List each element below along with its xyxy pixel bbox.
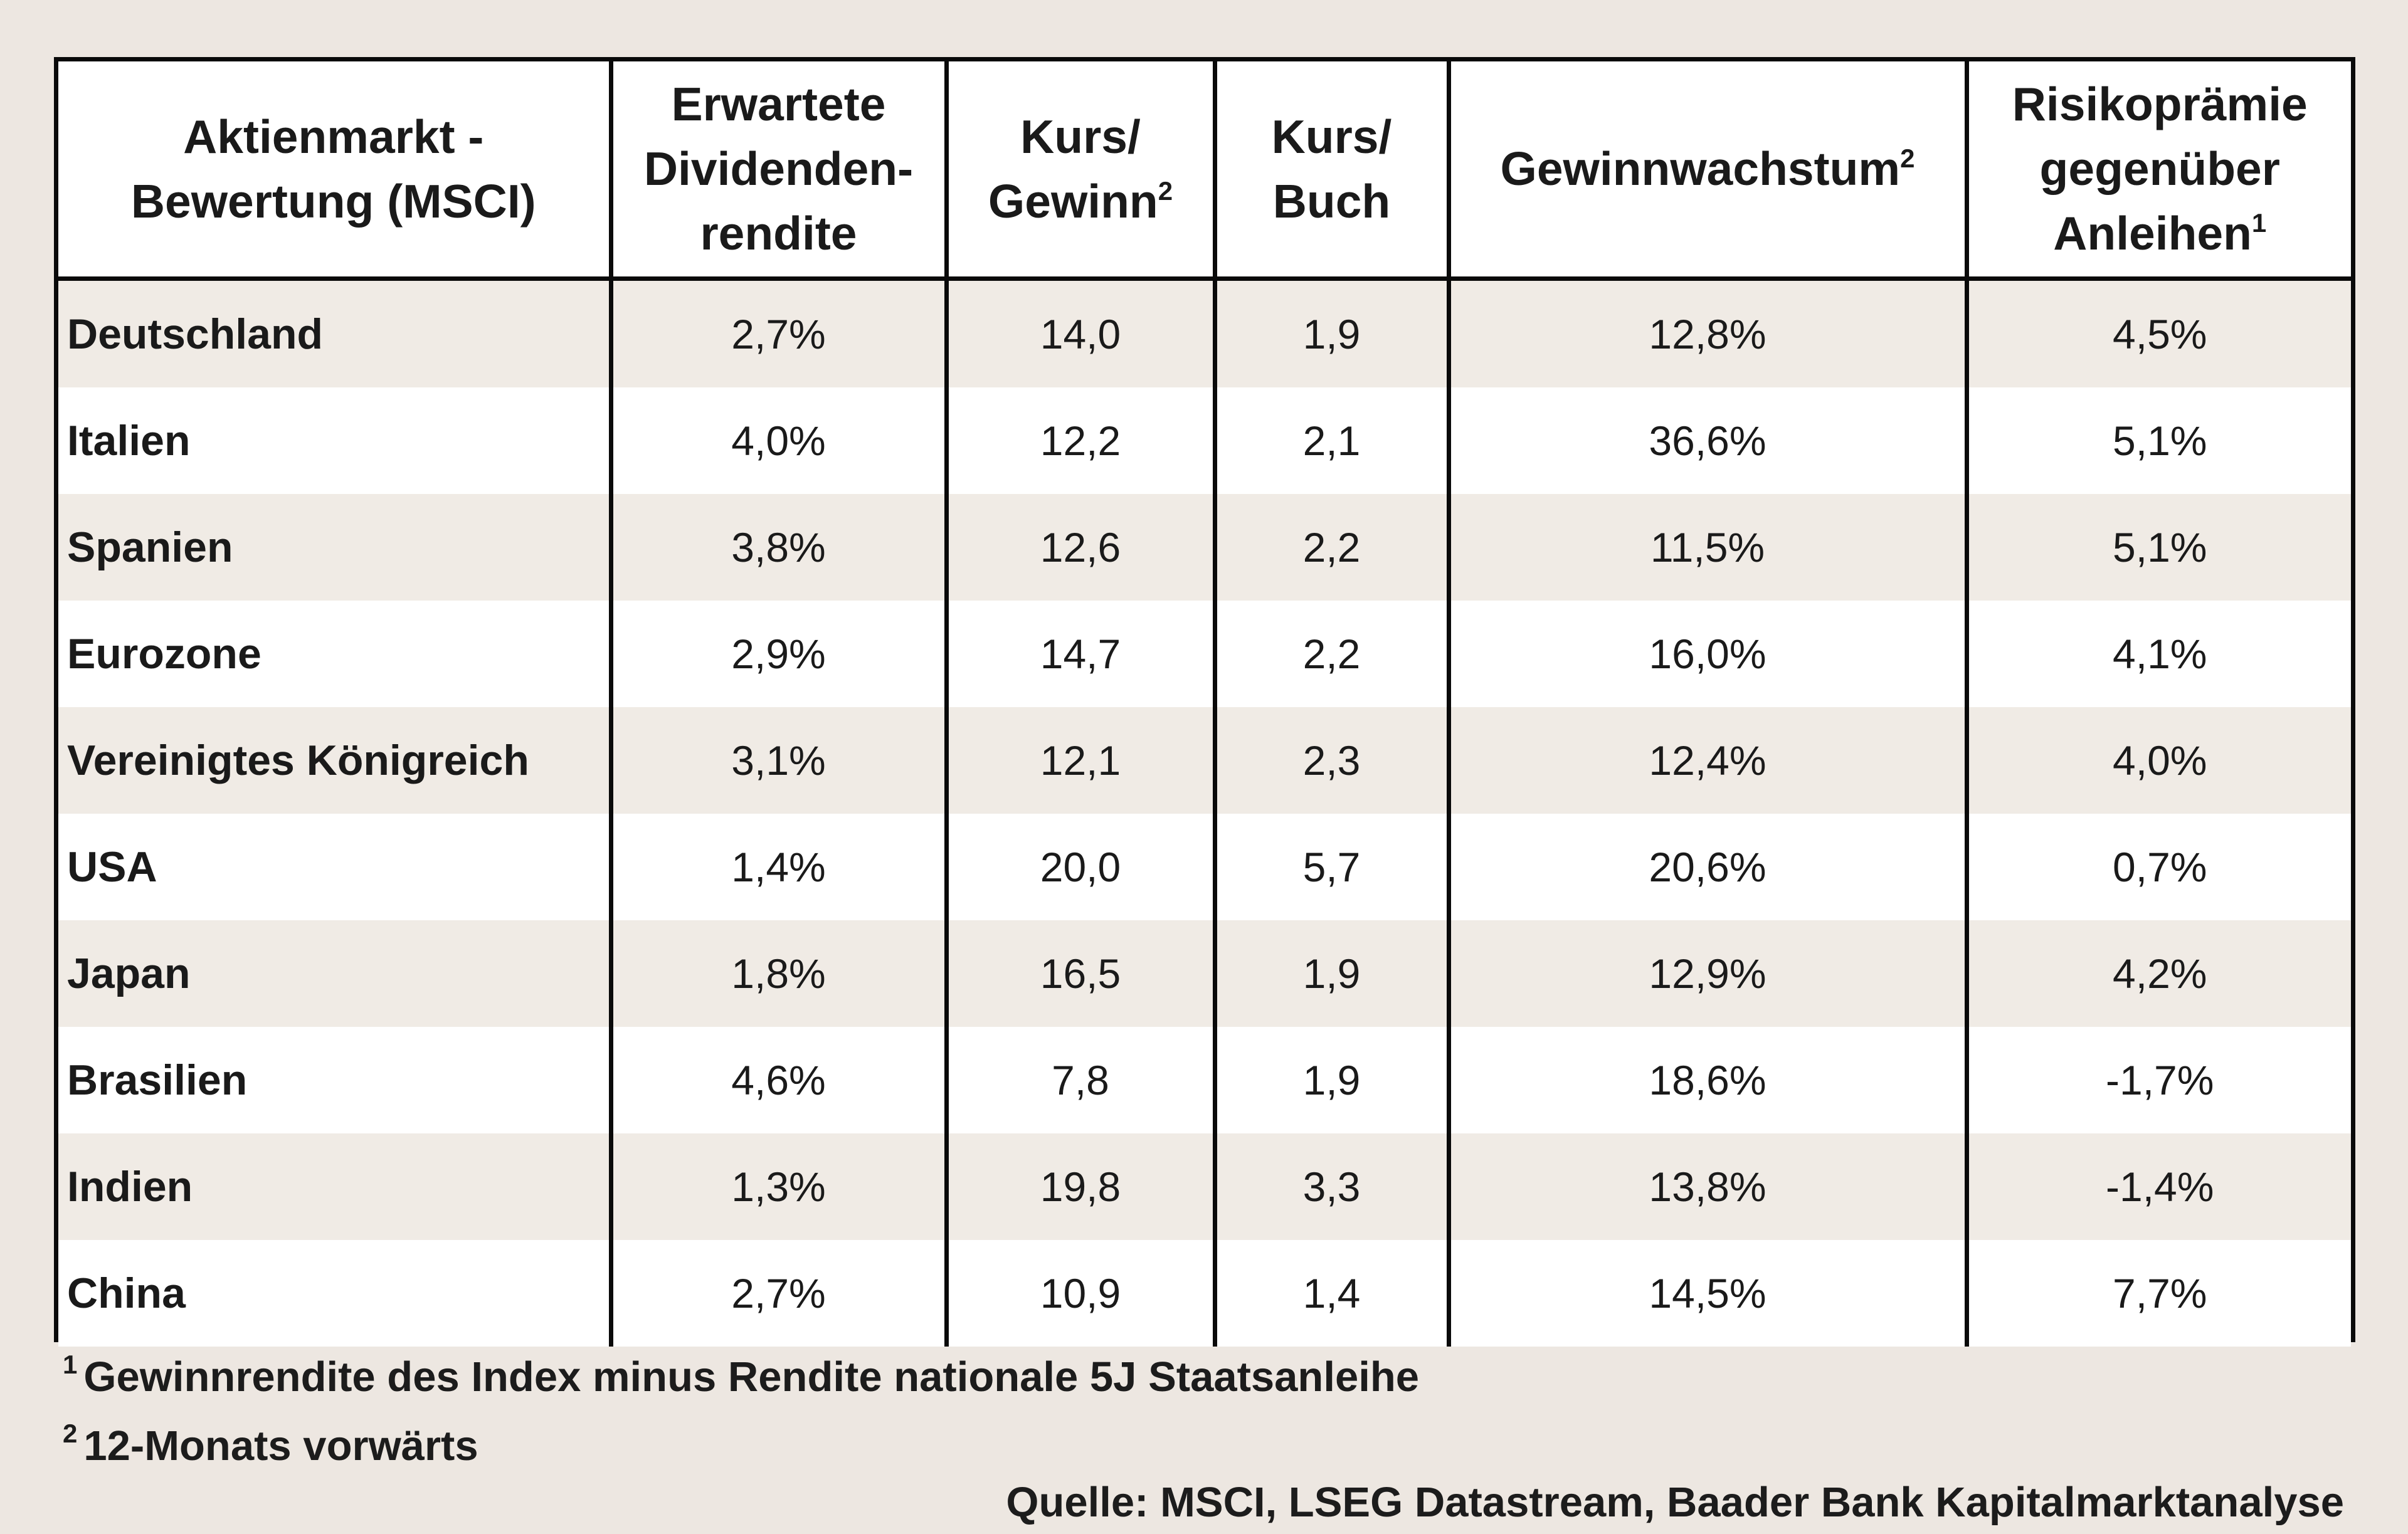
cell-earnings-growth: 14,5% (1449, 1240, 1969, 1347)
cell-risk-premium: 4,5% (1967, 278, 2351, 387)
footnote-1-mark: 1 (63, 1350, 78, 1379)
cell-risk-premium: 0,7% (1967, 814, 2351, 920)
table-row: Indien 1,3% 19,8 3,3 13,8% -1,4% (58, 1133, 2351, 1240)
cell-risk-premium: 5,1% (1967, 387, 2351, 494)
cell-earnings-growth: 12,8% (1449, 278, 1969, 387)
cell-earnings-growth: 13,8% (1449, 1133, 1969, 1240)
column-header-footnote-mark: 2 (1158, 176, 1173, 206)
cell-market: Indien (58, 1133, 613, 1240)
valuation-table: Aktienmarkt - Bewertung (MSCI) Erwartete … (58, 61, 2351, 1347)
cell-dividend-yield: 3,1% (611, 707, 949, 814)
cell-market: Vereinigtes Königreich (58, 707, 613, 814)
table-row: Italien 4,0% 12,2 2,1 36,6% 5,1% (58, 387, 2351, 494)
col-header-market: Aktienmarkt - Bewertung (MSCI) (58, 61, 613, 281)
cell-risk-premium: 5,1% (1967, 494, 2351, 601)
col-header-price-earnings: Kurs/ Gewinn2 (946, 61, 1217, 281)
cell-price-earnings: 7,8 (946, 1027, 1217, 1133)
table-row: Eurozone 2,9% 14,7 2,2 16,0% 4,1% (58, 601, 2351, 707)
cell-price-earnings: 14,7 (946, 601, 1217, 707)
cell-earnings-growth: 36,6% (1449, 387, 1969, 494)
table-row: Japan 1,8% 16,5 1,9 12,9% 4,2% (58, 920, 2351, 1027)
cell-price-book: 1,4 (1215, 1240, 1451, 1347)
cell-price-book: 3,3 (1215, 1133, 1451, 1240)
cell-price-earnings: 19,8 (946, 1133, 1217, 1240)
cell-price-book: 2,2 (1215, 494, 1451, 601)
table-body: Deutschland 2,7% 14,0 1,9 12,8% 4,5% Italien 4,… (58, 278, 2351, 1347)
column-header-label: Aktienmarkt - Bewertung (MSCI) (130, 110, 536, 228)
col-header-risk-premium: Risikoprämie gegenüber Anleihen1 (1967, 61, 2351, 281)
cell-price-book: 2,1 (1215, 387, 1451, 494)
cell-risk-premium: 4,2% (1967, 920, 2351, 1027)
cell-dividend-yield: 2,7% (611, 278, 949, 387)
cell-risk-premium: 7,7% (1967, 1240, 2351, 1347)
cell-price-earnings: 10,9 (946, 1240, 1217, 1347)
table-row: USA 1,4% 20,0 5,7 20,6% 0,7% (58, 814, 2351, 920)
cell-dividend-yield: 4,0% (611, 387, 949, 494)
col-header-price-book: Kurs/ Buch (1215, 61, 1451, 281)
column-header-label: Erwartete Dividenden- rendite (643, 78, 914, 260)
cell-price-earnings: 12,6 (946, 494, 1217, 601)
cell-risk-premium: 4,0% (1967, 707, 2351, 814)
cell-price-book: 1,9 (1215, 1027, 1451, 1133)
table-row: Deutschland 2,7% 14,0 1,9 12,8% 4,5% (58, 278, 2351, 387)
table-row: China 2,7% 10,9 1,4 14,5% 7,7% (58, 1240, 2351, 1347)
column-header-footnote-mark: 2 (1900, 144, 1915, 173)
footnote-1: 1 Gewinnrendite des Index minus Rendite n… (63, 1350, 1420, 1401)
cell-earnings-growth: 12,4% (1449, 707, 1969, 814)
footnote-2-mark: 2 (63, 1419, 78, 1448)
footnote-1-text: Gewinnrendite des Index minus Rendite na… (83, 1353, 1420, 1400)
cell-dividend-yield: 3,8% (611, 494, 949, 601)
cell-dividend-yield: 1,4% (611, 814, 949, 920)
cell-risk-premium: 4,1% (1967, 601, 2351, 707)
column-header-footnote-mark: 1 (2251, 208, 2267, 238)
cell-earnings-growth: 18,6% (1449, 1027, 1969, 1133)
table-row: Spanien 3,8% 12,6 2,2 11,5% 5,1% (58, 494, 2351, 601)
cell-market: USA (58, 814, 613, 920)
table-row: Vereinigtes Königreich 3,1% 12,1 2,3 12,4% 4,… (58, 707, 2351, 814)
cell-dividend-yield: 2,7% (611, 1240, 949, 1347)
cell-earnings-growth: 16,0% (1449, 601, 1969, 707)
table-row: Brasilien 4,6% 7,8 1,9 18,6% -1,7% (58, 1027, 2351, 1133)
cell-earnings-growth: 12,9% (1449, 920, 1969, 1027)
col-header-earnings-growth: Gewinnwachstum2 (1449, 61, 1969, 281)
cell-price-earnings: 20,0 (946, 814, 1217, 920)
cell-market: Eurozone (58, 601, 613, 707)
cell-market: Italien (58, 387, 613, 494)
cell-price-book: 1,9 (1215, 278, 1451, 387)
cell-market: Japan (58, 920, 613, 1027)
cell-price-earnings: 12,1 (946, 707, 1217, 814)
cell-earnings-growth: 11,5% (1449, 494, 1969, 601)
cell-price-earnings: 16,5 (946, 920, 1217, 1027)
col-header-dividend-yield: Erwartete Dividenden- rendite (611, 61, 949, 281)
column-header-label: Risikoprämie gegenüber Anleihen (2012, 78, 2308, 260)
cell-market: China (58, 1240, 613, 1347)
column-header-label: Kurs/ Buch (1271, 110, 1392, 228)
cell-price-book: 2,2 (1215, 601, 1451, 707)
cell-dividend-yield: 1,8% (611, 920, 949, 1027)
cell-price-book: 5,7 (1215, 814, 1451, 920)
column-header-label: Gewinnwachstum (1500, 142, 1901, 195)
footnote-2-text: 12-Monats vorwärts (83, 1422, 478, 1469)
cell-price-book: 2,3 (1215, 707, 1451, 814)
footnote-2: 2 12-Monats vorwärts (63, 1419, 478, 1470)
cell-price-earnings: 14,0 (946, 278, 1217, 387)
cell-market: Deutschland (58, 278, 613, 387)
cell-dividend-yield: 4,6% (611, 1027, 949, 1133)
valuation-table-frame: Aktienmarkt - Bewertung (MSCI) Erwartete … (54, 57, 2355, 1347)
source-note: Quelle: MSCI, LSEG Datastream, Baader Ba… (1006, 1479, 2344, 1526)
cell-price-earnings: 12,2 (946, 387, 1217, 494)
cell-earnings-growth: 20,6% (1449, 814, 1969, 920)
table-header-row: Aktienmarkt - Bewertung (MSCI) Erwartete … (58, 61, 2351, 281)
cell-dividend-yield: 1,3% (611, 1133, 949, 1240)
cell-risk-premium: -1,7% (1967, 1027, 2351, 1133)
cell-risk-premium: -1,4% (1967, 1133, 2351, 1240)
column-header-label: Kurs/ Gewinn (988, 110, 1158, 228)
cell-market: Brasilien (58, 1027, 613, 1133)
cell-price-book: 1,9 (1215, 920, 1451, 1027)
cell-market: Spanien (58, 494, 613, 601)
cell-dividend-yield: 2,9% (611, 601, 949, 707)
